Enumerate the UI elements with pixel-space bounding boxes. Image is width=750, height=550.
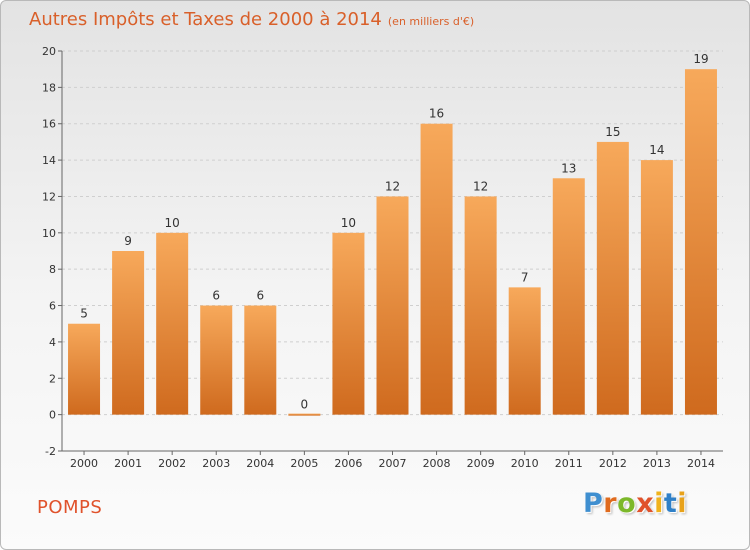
y-tick-label: 0 [49, 409, 56, 422]
bar-value-label: 19 [693, 52, 708, 66]
bar [508, 287, 541, 415]
logo-letter: o [617, 488, 637, 519]
y-tick-label: 8 [49, 263, 56, 276]
logo-letter: i [677, 488, 688, 519]
bar-value-label: 12 [385, 179, 400, 193]
bar-value-label: 12 [473, 179, 488, 193]
bar [112, 251, 145, 415]
bar [244, 305, 277, 415]
bar-value-label: 14 [649, 143, 664, 157]
place-name: POMPS [37, 497, 103, 518]
bar-value-label: 10 [341, 216, 356, 230]
logo-letter: i [654, 488, 664, 519]
x-tick-label: 2002 [158, 457, 186, 470]
bar-value-label: 10 [165, 216, 180, 230]
y-tick-label: 12 [42, 190, 56, 203]
bar-value-label: 6 [256, 289, 264, 303]
x-tick-label: 2011 [555, 457, 583, 470]
bar [332, 232, 365, 415]
proxiti-logo: Proxiti [583, 488, 687, 519]
unit-note: (en milliers d'€) [387, 15, 475, 28]
bar [420, 123, 453, 415]
y-tick-label: 14 [42, 154, 56, 167]
y-tick-label: 2 [49, 372, 56, 385]
bar [200, 305, 233, 415]
x-tick-label: 2014 [687, 457, 715, 470]
bar-value-label: 7 [521, 270, 529, 284]
y-tick-label: -2 [45, 445, 56, 458]
logo-letter: x [636, 488, 655, 519]
x-tick-label: 2003 [202, 457, 230, 470]
logo-letter: P [583, 488, 604, 519]
y-tick-label: 6 [49, 300, 56, 313]
y-tick-label: 4 [49, 336, 56, 349]
x-tick-label: 2004 [246, 457, 274, 470]
bar [684, 69, 717, 415]
x-tick-label: 2001 [114, 457, 142, 470]
bar-value-label: 6 [212, 289, 220, 303]
x-tick-label: 2013 [643, 457, 671, 470]
bar [156, 232, 189, 415]
logo-letter: r [603, 488, 618, 519]
logo-letter: t [663, 488, 678, 519]
bar [464, 196, 497, 415]
bar [376, 196, 409, 415]
bar-value-label: 16 [429, 107, 444, 121]
x-tick-label: 2000 [70, 457, 98, 470]
x-tick-label: 2012 [599, 457, 627, 470]
x-tick-label: 2007 [379, 457, 407, 470]
chart-title-text: Autres Impôts et Taxes de 2000 à 2014 [29, 9, 382, 30]
x-tick-label: 2008 [423, 457, 451, 470]
bar [288, 413, 321, 416]
bar [596, 141, 629, 415]
x-tick-label: 2006 [334, 457, 362, 470]
bar [68, 323, 101, 415]
y-tick-label: 18 [42, 81, 56, 94]
bar-value-label: 9 [124, 234, 132, 248]
bar-value-label: 15 [605, 125, 620, 139]
bar [640, 160, 673, 415]
bar-value-label: 13 [561, 161, 576, 175]
x-tick-label: 2005 [290, 457, 318, 470]
y-tick-label: 16 [42, 118, 56, 131]
y-tick-label: 20 [42, 45, 56, 58]
x-tick-label: 2009 [467, 457, 495, 470]
bar [552, 178, 585, 415]
chart-title: Autres Impôts et Taxes de 2000 à 2014 (en… [29, 9, 474, 30]
x-tick-label: 2010 [511, 457, 539, 470]
bar-value-label: 5 [80, 307, 88, 321]
bar-value-label: 0 [301, 398, 309, 412]
y-tick-label: 10 [42, 227, 56, 240]
